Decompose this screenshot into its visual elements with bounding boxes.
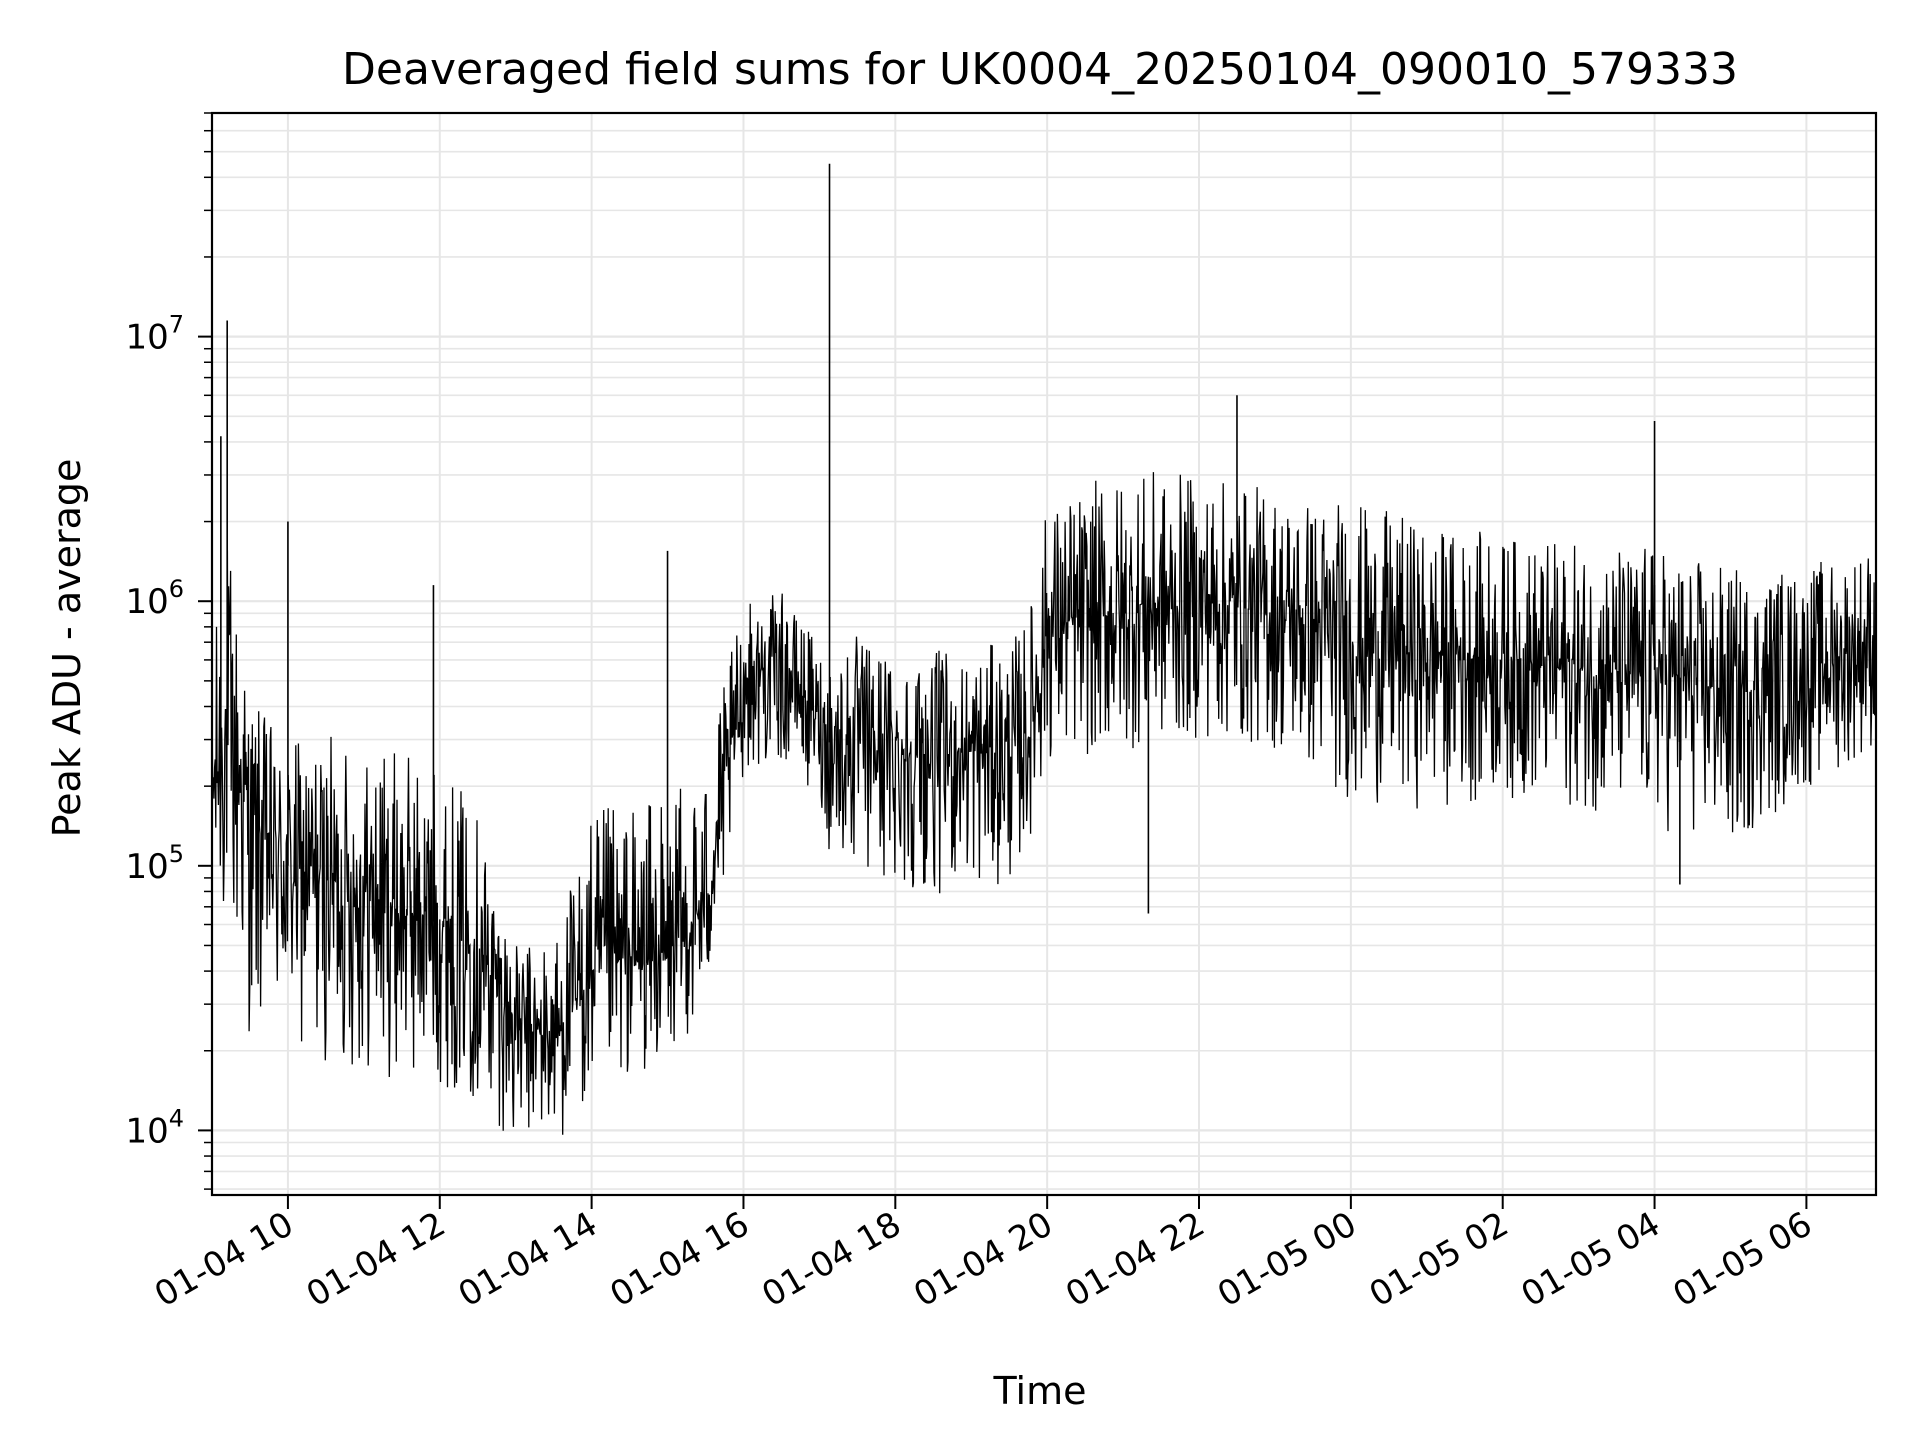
y-tick-base: 10: [125, 318, 168, 358]
y-tick-exponent: 6: [169, 575, 184, 603]
y-tick-exponent: 5: [169, 840, 184, 868]
plot-frame: [210, 111, 1878, 1197]
y-tick-label: 106: [125, 575, 184, 622]
y-tick-exponent: 4: [169, 1104, 184, 1132]
y-tick-label: 107: [125, 311, 184, 358]
x-axis-label: Time: [993, 1369, 1087, 1413]
y-tick-base: 10: [125, 582, 168, 622]
chart-title: Deaveraged field sums for UK0004_2025010…: [342, 44, 1738, 95]
y-axis-label: Peak ADU - average: [45, 459, 89, 838]
y-tick-label: 104: [125, 1104, 184, 1151]
y-tick-base: 10: [125, 1111, 168, 1151]
y-tick-label: 105: [125, 840, 184, 887]
y-tick-exponent: 7: [169, 311, 184, 339]
series-line: [211, 163, 1877, 1135]
y-tick-base: 10: [125, 847, 168, 887]
series-path: [211, 472, 1877, 1135]
